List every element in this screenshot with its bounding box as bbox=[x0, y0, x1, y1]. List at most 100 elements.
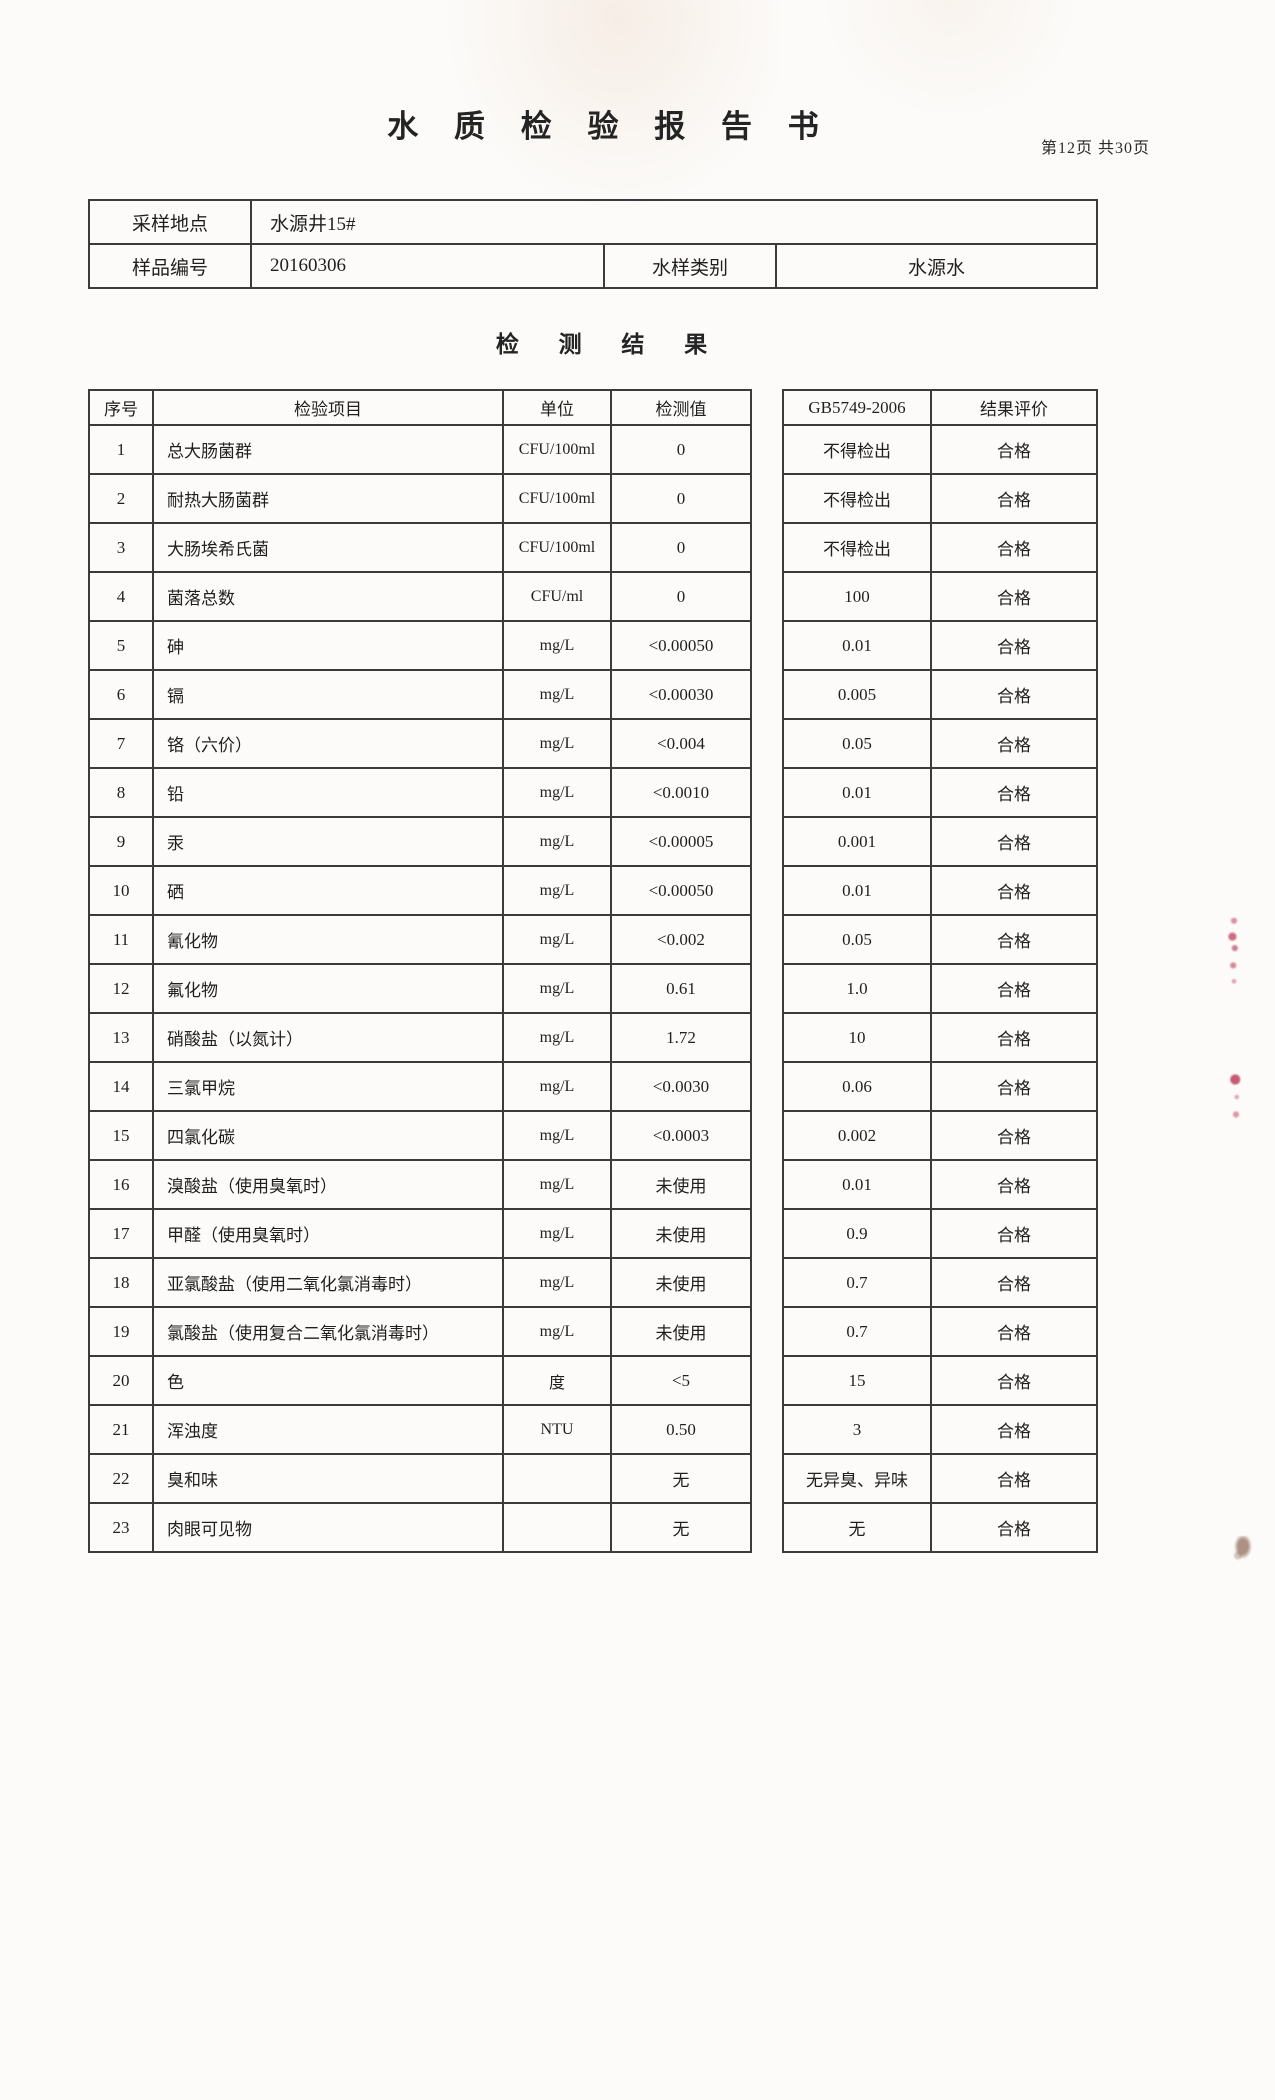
table-row: 3 大肠埃希氏菌 CFU/100ml 0 不得检出 合格 bbox=[88, 522, 1098, 573]
cell-value: 0 bbox=[610, 424, 752, 475]
cell-evaluation: 合格 bbox=[930, 865, 1098, 916]
cell-unit bbox=[502, 1453, 612, 1504]
table-gap-spacer bbox=[750, 1356, 784, 1405]
cell-item: 溴酸盐（使用臭氧时） bbox=[152, 1159, 504, 1210]
sample-info-table: 采样地点 水源井15# 样品编号 20160306 水样类别 水源水 bbox=[88, 199, 1099, 289]
cell-item: 臭和味 bbox=[152, 1453, 504, 1504]
results-body: 序号 检验项目 单位 检测值 GB5749-2006 结果评价 1 总大肠菌群 CF… bbox=[88, 389, 1098, 1553]
sample-location-label: 采样地点 bbox=[88, 199, 252, 245]
table-gap-spacer bbox=[750, 523, 784, 572]
table-gap-spacer bbox=[750, 621, 784, 670]
cell-seq: 20 bbox=[88, 1355, 154, 1406]
table-row: 19 氯酸盐（使用复合二氧化氯消毒时） mg/L 未使用 0.7 合格 bbox=[88, 1306, 1098, 1357]
cell-seq: 11 bbox=[88, 914, 154, 965]
cell-standard: 0.01 bbox=[782, 1159, 932, 1210]
cell-standard: 0.9 bbox=[782, 1208, 932, 1259]
header-item: 检验项目 bbox=[152, 389, 504, 426]
cell-seq: 8 bbox=[88, 767, 154, 818]
cell-unit: mg/L bbox=[502, 718, 612, 769]
table-gap-spacer bbox=[750, 1307, 784, 1356]
sample-type-value: 水源水 bbox=[774, 243, 1099, 289]
cell-seq: 16 bbox=[88, 1159, 154, 1210]
cell-seq: 6 bbox=[88, 669, 154, 720]
table-row: 12 氟化物 mg/L 0.61 1.0 合格 bbox=[88, 963, 1098, 1014]
cell-value: <0.0003 bbox=[610, 1110, 752, 1161]
table-row: 17 甲醛（使用臭氧时） mg/L 未使用 0.9 合格 bbox=[88, 1208, 1098, 1259]
cell-evaluation: 合格 bbox=[930, 1257, 1098, 1308]
results-table: 序号 检验项目 单位 检测值 GB5749-2006 结果评价 1 总大肠菌群 CF… bbox=[88, 389, 1098, 1553]
cell-seq: 2 bbox=[88, 473, 154, 524]
cell-item: 三氯甲烷 bbox=[152, 1061, 504, 1112]
cell-evaluation: 合格 bbox=[930, 473, 1098, 524]
cell-item: 氟化物 bbox=[152, 963, 504, 1014]
cell-value: <0.00005 bbox=[610, 816, 752, 867]
table-row: 16 溴酸盐（使用臭氧时） mg/L 未使用 0.01 合格 bbox=[88, 1159, 1098, 1210]
table-row: 4 菌落总数 CFU/ml 0 100 合格 bbox=[88, 571, 1098, 622]
cell-evaluation: 合格 bbox=[930, 1159, 1098, 1210]
cell-seq: 17 bbox=[88, 1208, 154, 1259]
cell-item: 铅 bbox=[152, 767, 504, 818]
cell-value: <0.0010 bbox=[610, 767, 752, 818]
table-row: 21 浑浊度 NTU 0.50 3 合格 bbox=[88, 1404, 1098, 1455]
table-gap-spacer bbox=[750, 1454, 784, 1503]
cell-value: 0 bbox=[610, 473, 752, 524]
cell-value: <0.002 bbox=[610, 914, 752, 965]
sample-number-row: 样品编号 20160306 水样类别 水源水 bbox=[88, 243, 1099, 289]
cell-evaluation: 合格 bbox=[930, 1355, 1098, 1406]
table-row: 11 氰化物 mg/L <0.002 0.05 合格 bbox=[88, 914, 1098, 965]
table-row: 8 铅 mg/L <0.0010 0.01 合格 bbox=[88, 767, 1098, 818]
cell-item: 总大肠菌群 bbox=[152, 424, 504, 475]
table-gap-spacer bbox=[750, 1111, 784, 1160]
cell-value: <0.0030 bbox=[610, 1061, 752, 1112]
table-row: 14 三氯甲烷 mg/L <0.0030 0.06 合格 bbox=[88, 1061, 1098, 1112]
sample-location-value: 水源井15# bbox=[249, 199, 1099, 245]
cell-standard: 3 bbox=[782, 1404, 932, 1455]
cell-item: 大肠埃希氏菌 bbox=[152, 522, 504, 573]
table-gap-spacer bbox=[750, 1062, 784, 1111]
cell-item: 硝酸盐（以氮计） bbox=[152, 1012, 504, 1063]
cell-item: 镉 bbox=[152, 669, 504, 720]
scan-artifact-mark bbox=[1226, 915, 1242, 987]
cell-item: 菌落总数 bbox=[152, 571, 504, 622]
cell-unit: mg/L bbox=[502, 620, 612, 671]
sample-number-label: 样品编号 bbox=[88, 243, 252, 289]
cell-item: 铬（六价） bbox=[152, 718, 504, 769]
cell-seq: 9 bbox=[88, 816, 154, 867]
table-gap-spacer bbox=[750, 1013, 784, 1062]
table-gap-spacer bbox=[750, 390, 784, 425]
cell-item: 亚氯酸盐（使用二氧化氯消毒时） bbox=[152, 1257, 504, 1308]
cell-value: 0.61 bbox=[610, 963, 752, 1014]
cell-item: 色 bbox=[152, 1355, 504, 1406]
cell-unit: mg/L bbox=[502, 865, 612, 916]
table-gap-spacer bbox=[750, 1258, 784, 1307]
cell-evaluation: 合格 bbox=[930, 1502, 1098, 1553]
scan-artifact-mark bbox=[1228, 1072, 1244, 1122]
cell-standard: 不得检出 bbox=[782, 473, 932, 524]
cell-unit: mg/L bbox=[502, 816, 612, 867]
page-number-info: 第12页 共30页 bbox=[1040, 140, 1150, 157]
cell-seq: 4 bbox=[88, 571, 154, 622]
cell-seq: 12 bbox=[88, 963, 154, 1014]
table-row: 15 四氯化碳 mg/L <0.0003 0.002 合格 bbox=[88, 1110, 1098, 1161]
table-gap-spacer bbox=[750, 964, 784, 1013]
cell-evaluation: 合格 bbox=[930, 1404, 1098, 1455]
cell-standard: 0.7 bbox=[782, 1306, 932, 1357]
cell-standard: 0.01 bbox=[782, 767, 932, 818]
table-row: 2 耐热大肠菌群 CFU/100ml 0 不得检出 合格 bbox=[88, 473, 1098, 524]
cell-standard: 0.06 bbox=[782, 1061, 932, 1112]
cell-evaluation: 合格 bbox=[930, 522, 1098, 573]
header-value: 检测值 bbox=[610, 389, 752, 426]
cell-evaluation: 合格 bbox=[930, 1208, 1098, 1259]
cell-unit: mg/L bbox=[502, 1110, 612, 1161]
cell-seq: 14 bbox=[88, 1061, 154, 1112]
cell-evaluation: 合格 bbox=[930, 424, 1098, 475]
cell-standard: 不得检出 bbox=[782, 424, 932, 475]
cell-standard: 无异臭、异味 bbox=[782, 1453, 932, 1504]
cell-unit bbox=[502, 1502, 612, 1553]
cell-unit: CFU/100ml bbox=[502, 473, 612, 524]
cell-seq: 22 bbox=[88, 1453, 154, 1504]
header-unit: 单位 bbox=[502, 389, 612, 426]
table-gap-spacer bbox=[750, 474, 784, 523]
table-gap-spacer bbox=[750, 670, 784, 719]
results-header-row: 序号 检验项目 单位 检测值 GB5749-2006 结果评价 bbox=[88, 389, 1098, 426]
